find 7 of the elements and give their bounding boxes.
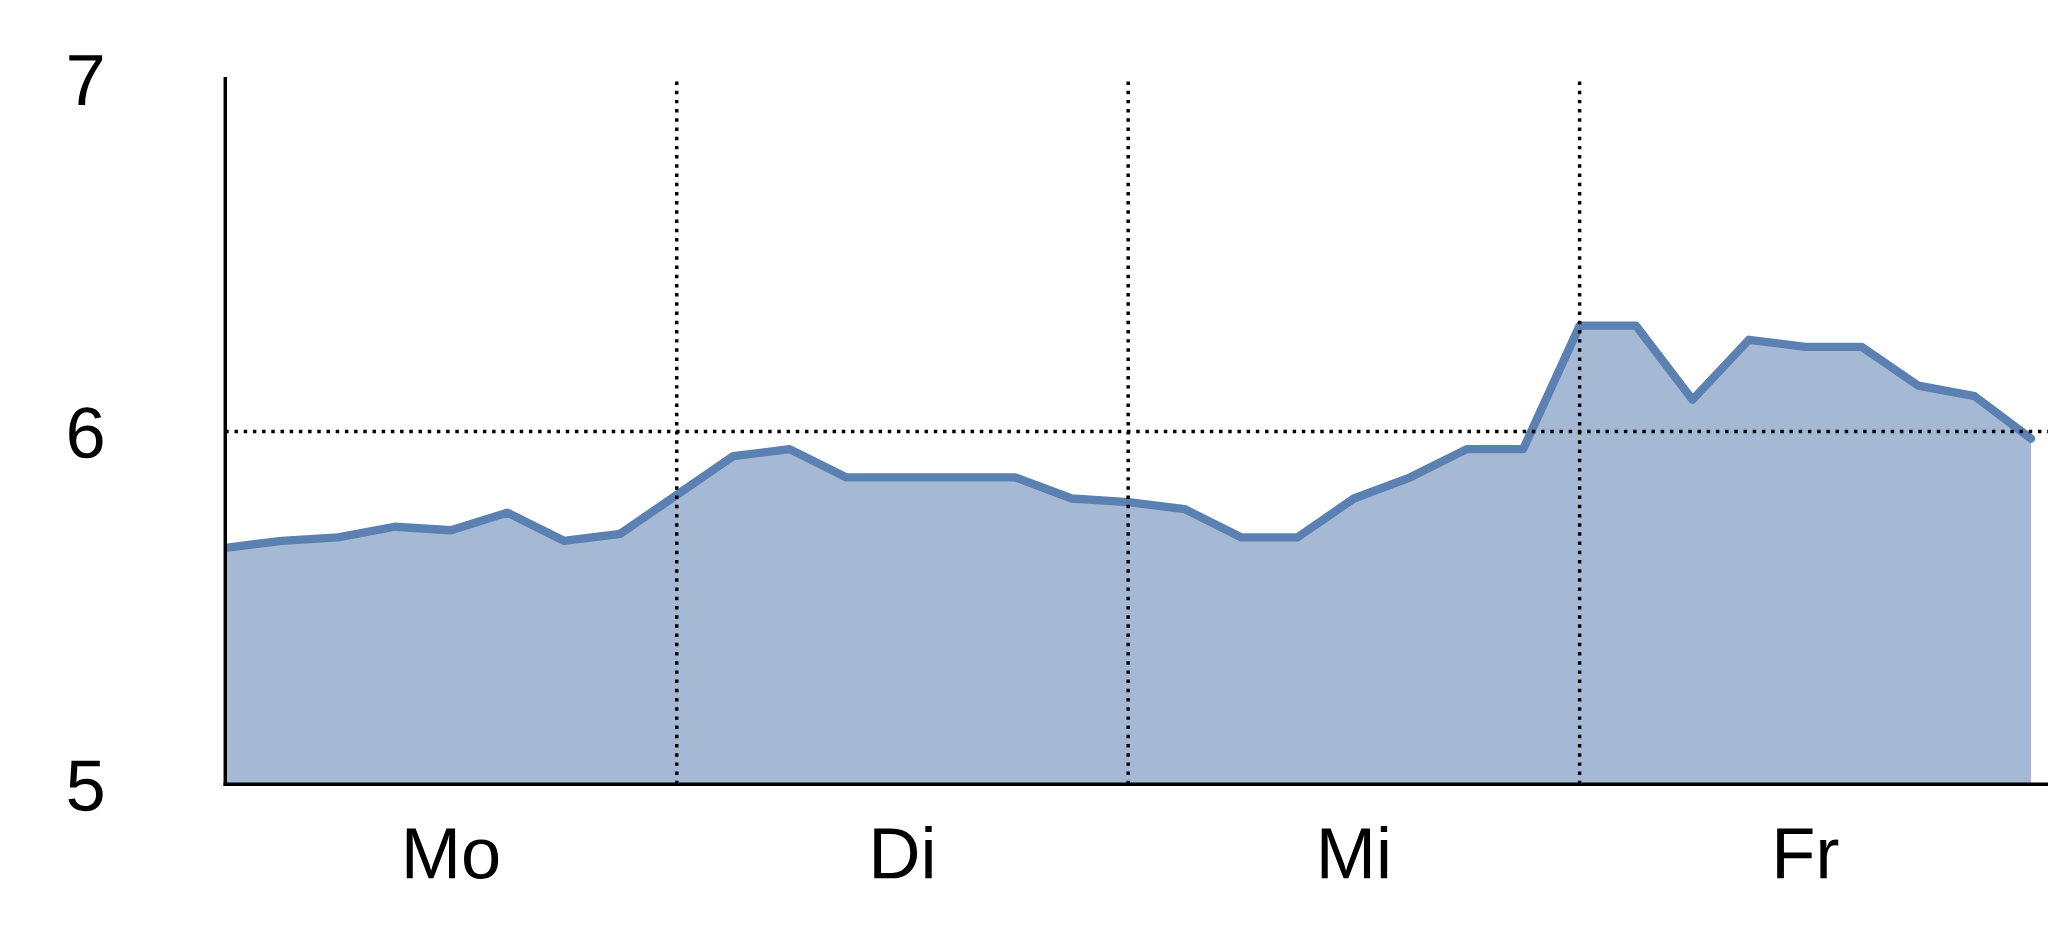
x-tick-label: Di [874,825,932,879]
x-tick-label: Mo [406,828,499,879]
x-tick-label: Fr [1777,828,1839,879]
y-tick-label: 6 [69,407,103,459]
y-tick-label: 5 [68,760,103,812]
x-tick-label: Mi [1321,825,1388,879]
y-tick-label: 7 [69,55,103,105]
